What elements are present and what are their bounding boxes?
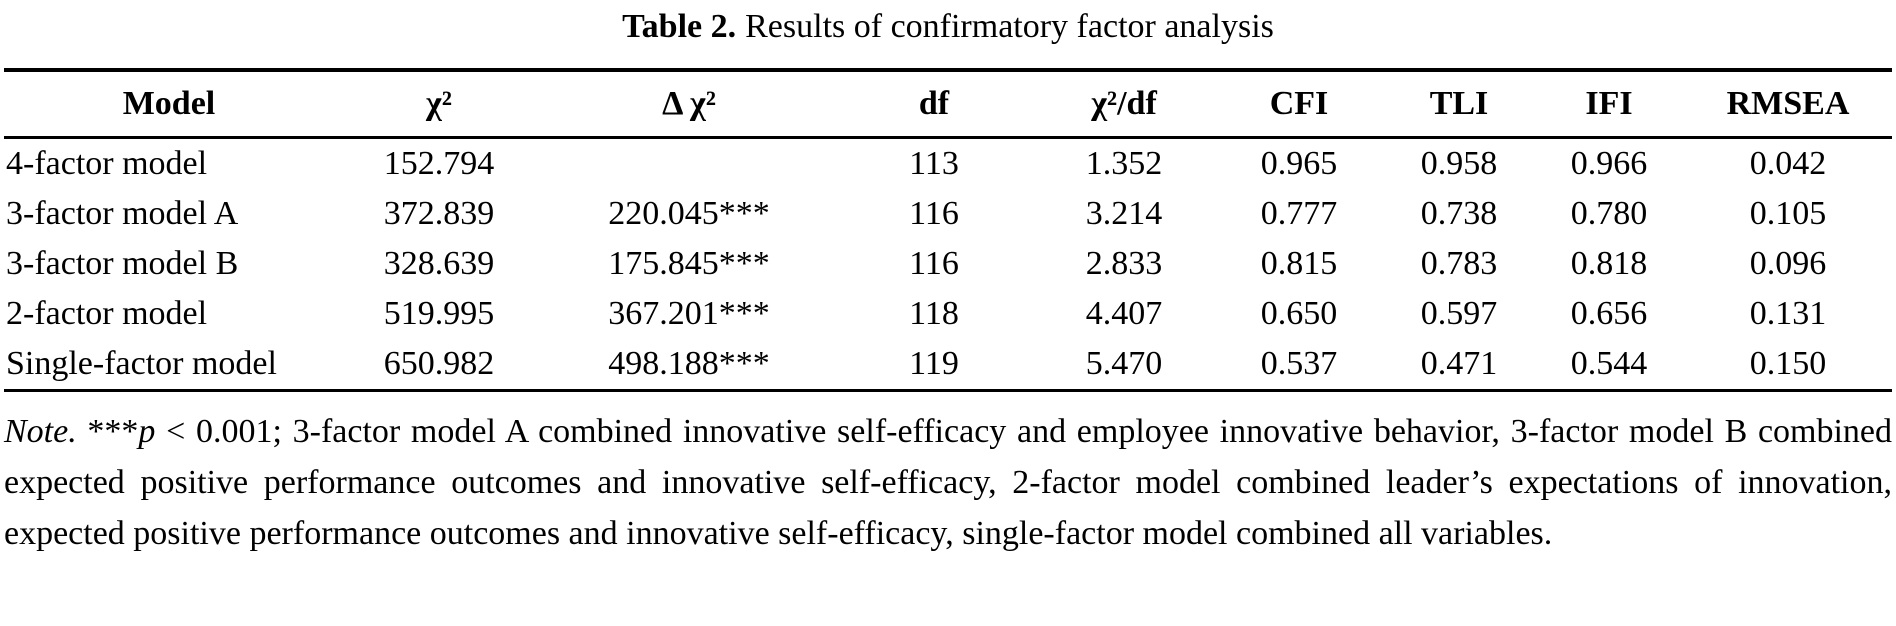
col-header-rmsea: RMSEA [1726,85,1850,122]
cell-tli: 0.783 [1420,245,1498,282]
cell-ifi: 0.656 [1570,295,1648,332]
cell-chi2: 152.794 [383,145,495,182]
cell-chi2: 328.639 [383,245,495,282]
header-row: Model χ² Δ χ² df χ²/df CFI TLI IFI RMSEA [4,70,1892,138]
cell-model: Single-factor model [6,345,277,382]
cell-df: 116 [909,195,959,232]
col-header-ifi: IFI [1585,85,1633,122]
cell-model: 2-factor model [6,295,208,332]
cell-ifi: 0.966 [1570,145,1648,182]
col-header-df: df [918,85,950,122]
cell-cfi: 0.965 [1260,145,1338,182]
cell-rmsea: 0.096 [1749,245,1827,282]
cell-ifi: 0.780 [1570,195,1648,232]
table-row: Single-factor model 650.982 498.188*** 119 5… [4,339,1892,391]
col-header-cfi: CFI [1269,85,1329,122]
cell-df: 116 [909,245,959,282]
cell-df: 118 [909,295,959,332]
cell-delta-chi2 [544,138,834,190]
cell-df: 119 [909,345,959,382]
table-row: 3-factor model B 328.639 175.845*** 116 2.83… [4,239,1892,289]
cell-cfi: 0.537 [1260,345,1338,382]
cell-delta-chi2: 367.201*** [608,295,770,332]
cell-rmsea: 0.105 [1749,195,1827,232]
cfa-results-table: Model χ² Δ χ² df χ²/df CFI TLI IFI RMSEA… [4,68,1892,392]
cell-tli: 0.597 [1420,295,1498,332]
table-row: 2-factor model 519.995 367.201*** 118 4.407 0… [4,289,1892,339]
note-label: Note. [4,413,77,450]
cell-chi2-df: 5.470 [1085,345,1163,382]
note-p-symbol: p [138,413,156,450]
col-header-chi2: χ² [426,85,452,122]
col-header-tli: TLI [1429,85,1489,122]
cell-cfi: 0.777 [1260,195,1338,232]
note-stars: *** [87,413,139,450]
cell-ifi: 0.818 [1570,245,1648,282]
cell-chi2: 519.995 [383,295,495,332]
cell-chi2: 650.982 [383,345,495,382]
table-caption: Table 2. Results of confirmatory factor a… [4,6,1892,48]
table-row: 3-factor model A 372.839 220.045*** 116 3.21… [4,189,1892,239]
cell-model: 4-factor model [6,145,208,182]
cell-tli: 0.471 [1420,345,1498,382]
cell-delta-chi2: 220.045*** [608,195,770,232]
col-header-chi2-df: χ²/df [1091,85,1157,122]
col-header-model: Model [122,85,216,122]
cell-rmsea: 0.131 [1749,295,1827,332]
cell-ifi: 0.544 [1570,345,1648,382]
page-title: Results of confirmatory factor analysis [745,8,1274,45]
cell-chi2-df: 1.352 [1085,145,1163,182]
table-number: Table 2. [622,8,737,45]
cell-tli: 0.738 [1420,195,1498,232]
cell-delta-chi2: 498.188*** [608,345,770,382]
cell-cfi: 0.650 [1260,295,1338,332]
cell-rmsea: 0.150 [1749,345,1827,382]
cell-model: 3-factor model A [6,195,239,232]
table-note: Note. ***p < 0.001; 3-factor model A com… [4,406,1892,559]
cell-chi2-df: 4.407 [1085,295,1163,332]
cell-tli: 0.958 [1420,145,1498,182]
cell-model: 3-factor model B [6,245,239,282]
col-header-delta-chi2: Δ χ² [662,85,716,122]
cell-chi2-df: 3.214 [1085,195,1163,232]
cell-rmsea: 0.042 [1749,145,1827,182]
cell-chi2: 372.839 [383,195,495,232]
table-body: 4-factor model 152.794 113 1.352 0.965 0.958 0… [4,138,1892,391]
cell-chi2-df: 2.833 [1085,245,1163,282]
note-body: < 0.001; 3-factor model A combined innov… [4,413,1893,552]
cell-df: 113 [909,145,959,182]
cell-delta-chi2: 175.845*** [608,245,770,282]
table-row: 4-factor model 152.794 113 1.352 0.965 0.958 0… [4,138,1892,190]
cell-cfi: 0.815 [1260,245,1338,282]
